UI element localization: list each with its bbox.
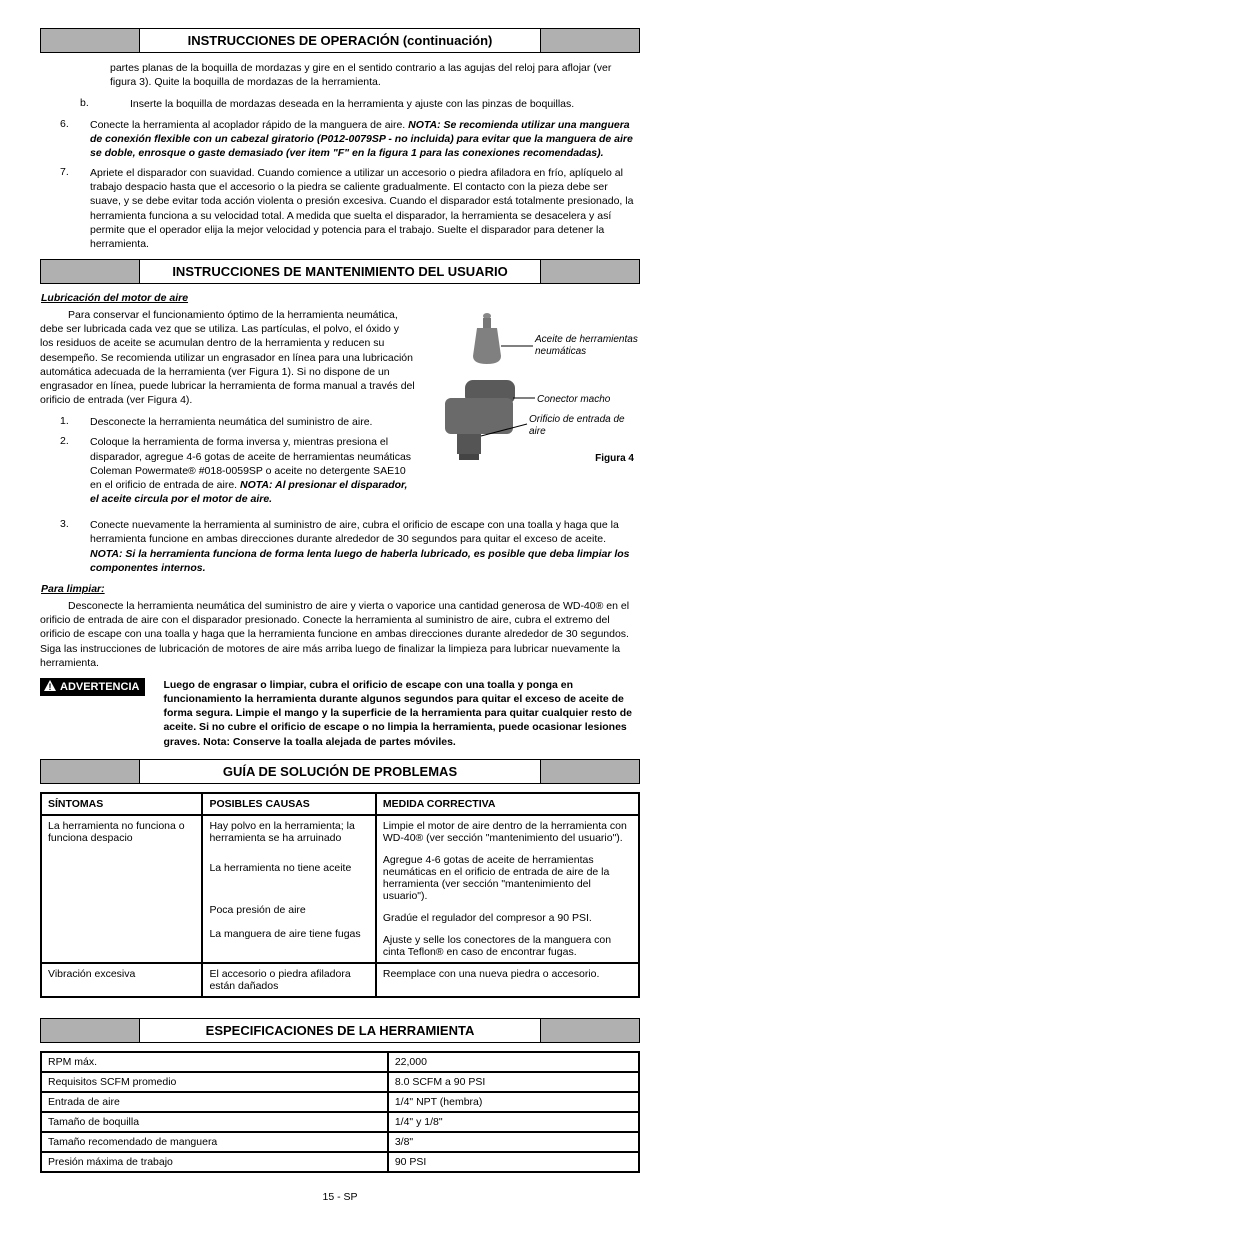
cause-1-3: Poca presión de aire <box>209 904 368 916</box>
table-row: RPM máx.22,000 <box>41 1052 639 1072</box>
section-header-spec-text: ESPECIFICACIONES DE LA HERRAMIENTA <box>206 1023 475 1038</box>
th-causes: POSIBLES CAUSAS <box>202 793 375 815</box>
spec-v5: 3/8" <box>388 1132 639 1152</box>
spec-v6: 90 PSI <box>388 1152 639 1172</box>
cell-causes-1: Hay polvo en la herramienta; la herramie… <box>202 815 375 963</box>
figure-4-wrap: Aceite de herramientas neumáticas Conect… <box>425 306 640 466</box>
spec-v2: 8.0 SCFM a 90 PSI <box>388 1072 639 1092</box>
spec-v1: 22,000 <box>388 1052 639 1072</box>
spec-v3: 1/4" NPT (hembra) <box>388 1092 639 1112</box>
warning-label: ADVERTENCIA <box>60 681 139 693</box>
spec-v4: 1/4" y 1/8" <box>388 1112 639 1132</box>
cell-cause-2: El accesorio o piedra afiladora están da… <box>202 963 375 997</box>
spec-k3: Entrada de aire <box>41 1092 388 1112</box>
op-intro: partes planas de la boquilla de mordazas… <box>110 61 640 89</box>
warning-triangle-icon: ! <box>44 680 56 694</box>
op-7-text: Apriete el disparador con suavidad. Cuan… <box>90 166 640 251</box>
table-row: Vibración excesiva El accesorio o piedra… <box>41 963 639 997</box>
list-marker-7: 7. <box>40 166 90 178</box>
warning-row: ! ADVERTENCIA Luego de engrasar o limpia… <box>40 678 640 749</box>
list-marker-m2: 2. <box>40 435 90 447</box>
cell-symptom-2: Vibración excesiva <box>41 963 202 997</box>
figure-4: Aceite de herramientas neumáticas Conect… <box>425 306 640 466</box>
maint-p2: Desconecte la herramienta neumática del … <box>40 599 640 670</box>
cell-symptom-1: La herramienta no funciona o funciona de… <box>41 815 202 963</box>
op-item-b: b. Inserte la boquilla de mordazas desea… <box>40 97 640 111</box>
op-b-text: Inserte la boquilla de mordazas deseada … <box>130 97 640 111</box>
table-row: La herramienta no funciona o funciona de… <box>41 815 639 963</box>
cell-action-2: Reemplace con una nueva piedra o accesor… <box>376 963 639 997</box>
maint-3a: Conecte nuevamente la herramienta al sum… <box>90 519 619 545</box>
section-header-maintenance-text: INSTRUCCIONES DE MANTENIMIENTO DEL USUAR… <box>172 264 507 279</box>
op-item-6: 6. Conecte la herramienta al acoplador r… <box>40 118 640 161</box>
op-6a: Conecte la herramienta al acoplador rápi… <box>90 119 408 131</box>
maint-2-text: Coloque la herramienta de forma inversa … <box>90 435 415 506</box>
op-6-text: Conecte la herramienta al acoplador rápi… <box>90 118 640 161</box>
cell-actions-1: Limpie el motor de aire dentro de la her… <box>376 815 639 963</box>
list-marker-b: b. <box>40 97 130 109</box>
main-column: INSTRUCCIONES DE OPERACIÓN (continuación… <box>40 28 640 1203</box>
figure-caption: Figura 4 <box>595 453 634 464</box>
spec-k6: Presión máxima de trabajo <box>41 1152 388 1172</box>
cause-1-1: Hay polvo en la herramienta; la herramie… <box>209 820 368 844</box>
spec-k5: Tamaño recomendado de manguera <box>41 1132 388 1152</box>
maint-3-text: Conecte nuevamente la herramienta al sum… <box>90 518 640 575</box>
warning-text: Luego de engrasar o limpiar, cubra el or… <box>163 678 640 749</box>
warning-badge: ! ADVERTENCIA <box>40 678 145 696</box>
figure-label-inlet: Orificio de entrada de aire <box>529 414 640 437</box>
section-header-troubleshoot: GUÍA DE SOLUCIÓN DE PROBLEMAS <box>40 759 640 784</box>
table-row: Presión máxima de trabajo90 PSI <box>41 1152 639 1172</box>
cause-1-2: La herramienta no tiene aceite <box>209 862 368 874</box>
troubleshoot-table: SÍNTOMAS POSIBLES CAUSAS MEDIDA CORRECTI… <box>40 792 640 998</box>
maint-item-3: 3. Conecte nuevamente la herramienta al … <box>40 518 640 575</box>
spec-table: RPM máx.22,000 Requisitos SCFM promedio8… <box>40 1051 640 1173</box>
table-row: Entrada de aire1/4" NPT (hembra) <box>41 1092 639 1112</box>
op-item-7: 7. Apriete el disparador con suavidad. C… <box>40 166 640 251</box>
section-header-troubleshoot-text: GUÍA DE SOLUCIÓN DE PROBLEMAS <box>223 764 457 779</box>
maint-item-1: 1. Desconecte la herramienta neumática d… <box>40 415 415 429</box>
table-row: Tamaño de boquilla1/4" y 1/8" <box>41 1112 639 1132</box>
maint-item-2: 2. Coloque la herramienta de forma inver… <box>40 435 415 506</box>
section-header-operation-text: INSTRUCCIONES DE OPERACIÓN (continuación… <box>188 33 493 48</box>
figure-label-connector: Conector macho <box>537 394 610 405</box>
spec-k1: RPM máx. <box>41 1052 388 1072</box>
section-header-maintenance: INSTRUCCIONES DE MANTENIMIENTO DEL USUAR… <box>40 259 640 284</box>
th-action: MEDIDA CORRECTIVA <box>376 793 639 815</box>
action-1-2: Agregue 4-6 gotas de aceite de herramien… <box>383 854 632 902</box>
list-marker-6: 6. <box>40 118 90 130</box>
table-row: Requisitos SCFM promedio8.0 SCFM a 90 PS… <box>41 1072 639 1092</box>
list-marker-m1: 1. <box>40 415 90 427</box>
action-1-3: Gradúe el regulador del compresor a 90 P… <box>383 912 632 924</box>
maint-1-text: Desconecte la herramienta neumática del … <box>90 415 415 429</box>
maint-sub-clean: Para limpiar: <box>41 583 639 595</box>
table-header-row: SÍNTOMAS POSIBLES CAUSAS MEDIDA CORRECTI… <box>41 793 639 815</box>
action-1-4: Ajuste y selle los conectores de la mang… <box>383 934 632 958</box>
list-marker-m3: 3. <box>40 518 90 530</box>
action-1-1: Limpie el motor de aire dentro de la her… <box>383 820 632 844</box>
document-page: INSTRUCCIONES DE OPERACIÓN (continuación… <box>0 0 1235 1233</box>
th-symptoms: SÍNTOMAS <box>41 793 202 815</box>
figure-label-oil: Aceite de herramientas neumáticas <box>535 334 640 357</box>
table-row: Tamaño recomendado de manguera3/8" <box>41 1132 639 1152</box>
spec-k4: Tamaño de boquilla <box>41 1112 388 1132</box>
maint-3-note: NOTA: Si la herramienta funciona de form… <box>90 548 630 574</box>
maint-sub-lubrication: Lubricación del motor de aire <box>41 292 639 304</box>
page-footer: 15 - SP <box>40 1191 640 1203</box>
figure-4-svg <box>425 306 640 466</box>
spec-k2: Requisitos SCFM promedio <box>41 1072 388 1092</box>
cause-1-4: La manguera de aire tiene fugas <box>209 928 368 940</box>
svg-text:!: ! <box>49 682 52 691</box>
section-header-operation: INSTRUCCIONES DE OPERACIÓN (continuación… <box>40 28 640 53</box>
section-header-spec: ESPECIFICACIONES DE LA HERRAMIENTA <box>40 1018 640 1043</box>
